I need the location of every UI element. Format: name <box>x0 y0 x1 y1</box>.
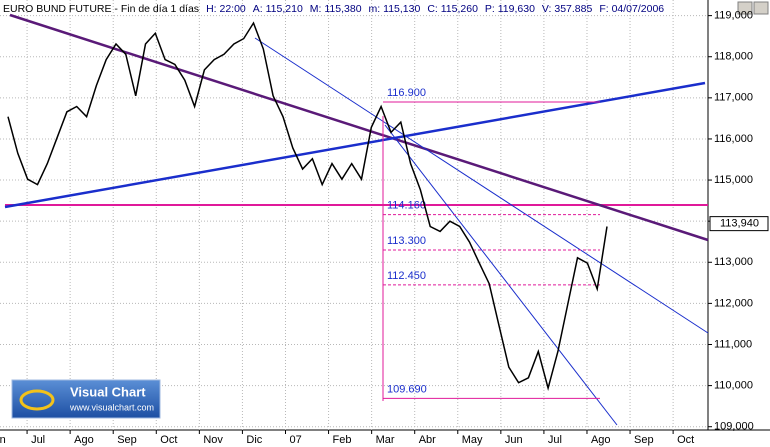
x-tick-label: Jun <box>505 434 523 446</box>
x-tick-label: Nov <box>203 434 223 446</box>
level-label: 112.450 <box>387 270 426 282</box>
logo <box>11 379 161 419</box>
x-tick-label: Abr <box>419 434 436 446</box>
y-tick-label: 119,000 <box>714 10 753 22</box>
y-tick-label: 113,000 <box>714 256 753 268</box>
y-tick-label: 118,000 <box>714 51 753 63</box>
x-tick-label: May <box>462 434 483 446</box>
y-tick-label: 110,000 <box>714 380 753 392</box>
logo-url: www.visualchart.com <box>69 402 154 412</box>
x-tick-label: 07 <box>289 434 301 446</box>
y-tick-label: 109,000 <box>714 421 754 433</box>
logo-name: Visual Chart <box>70 384 146 399</box>
level-label: 109.690 <box>387 383 427 395</box>
x-tick-label: Oct <box>677 434 694 446</box>
header-field: C: 115,260 <box>427 2 478 15</box>
x-tick-label: Jul <box>548 434 562 446</box>
y-tick-label: 117,000 <box>714 92 753 104</box>
plot-area <box>0 0 708 430</box>
header-field: P: 119,630 <box>484 2 535 15</box>
header-field: m: 115,130 <box>368 2 421 15</box>
level-label: 116.900 <box>387 87 426 99</box>
header-field: F: 04/07/2006 <box>599 2 665 15</box>
x-tick-label: Jun <box>0 434 6 446</box>
x-tick-label: Sep <box>634 434 654 446</box>
x-tick-label: Ago <box>591 434 611 446</box>
header-field: M: 115,380 <box>309 2 362 15</box>
header-field: A: 115,210 <box>252 2 303 15</box>
last-price-label: 113,940 <box>720 218 759 230</box>
x-tick-label: Oct <box>160 434 177 446</box>
x-tick-label: Feb <box>333 434 352 446</box>
window-button[interactable] <box>753 1 769 15</box>
window-button[interactable] <box>737 1 753 15</box>
header-field: H: 22:00 <box>206 2 246 15</box>
x-tick-label: Jul <box>31 434 45 446</box>
trend-line <box>4 81 706 209</box>
level-label: 114.160 <box>387 199 426 211</box>
trend-line <box>9 13 709 242</box>
y-tick-label: 115,000 <box>714 174 753 186</box>
trend-line <box>254 37 709 334</box>
title: EURO BUND FUTURE - Fin de día 1 días <box>3 2 200 15</box>
level-label: 113.300 <box>387 235 426 247</box>
header-field: V: 357.885 <box>541 2 593 15</box>
header: EURO BUND FUTURE - Fin de día 1 días H: 2… <box>0 0 708 17</box>
trend-line <box>384 124 618 426</box>
x-tick-label: Ago <box>74 434 94 446</box>
y-tick-label: 112,000 <box>714 297 753 309</box>
y-tick-label: 116,000 <box>714 133 753 145</box>
last-price-box <box>709 216 769 232</box>
x-tick-label: Dic <box>246 434 262 446</box>
x-tick-label: Sep <box>117 434 137 446</box>
x-tick-label: Mar <box>376 434 395 446</box>
y-tick-label: 111,000 <box>714 338 752 350</box>
price-line <box>7 21 608 391</box>
logo-icon <box>19 389 55 411</box>
